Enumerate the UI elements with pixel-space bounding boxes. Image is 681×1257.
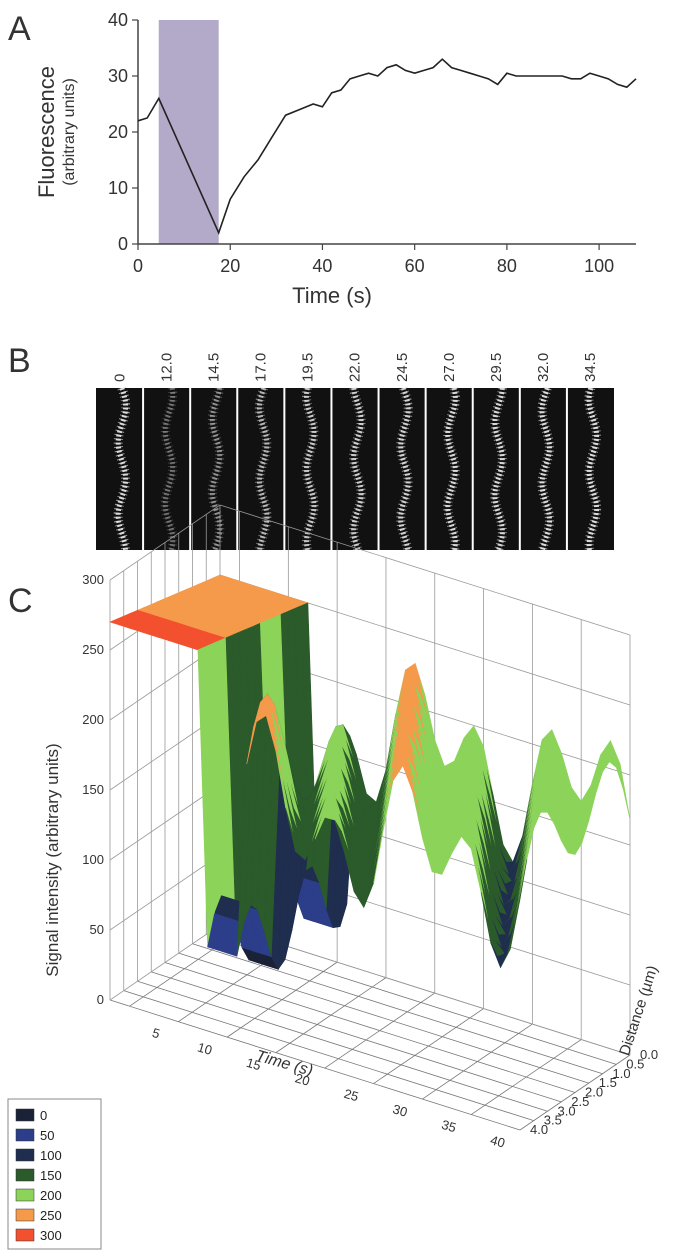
legend-swatch (15, 1168, 35, 1182)
legend-label: 250 (40, 1208, 62, 1223)
kymo-strip (236, 386, 285, 551)
strip-time-label: 12.0 (158, 353, 175, 382)
strip-time-label: 0 (111, 374, 128, 382)
y-axis-ticks: 0 10 20 30 40 (108, 10, 138, 254)
time-tick-label: 5 (151, 1025, 162, 1041)
surface-bands (109, 574, 631, 971)
signal-tick-label: 100 (82, 852, 104, 867)
x-axis-title: Time (s) (292, 283, 372, 308)
intensity-legend: 0 50 100 150 200 250 300 (7, 1098, 102, 1250)
panel-label-b: B (8, 342, 31, 380)
legend-label: 100 (40, 1148, 62, 1163)
bleach-region (158, 20, 219, 244)
signal-tick-label: 150 (82, 782, 104, 797)
time-tick-label: 15 (245, 1055, 263, 1073)
distance-tick-label: 1.5 (599, 1075, 617, 1090)
signal-axis-ticks: 0 50 100 150 200 250 300 (82, 572, 104, 1007)
strip-time-label: 27.0 (441, 353, 458, 382)
time-tick-label: 35 (440, 1117, 458, 1135)
signal-tick-label: 0 (97, 992, 104, 1007)
kymo-strip (330, 387, 379, 552)
distance-axis-ticks: 0.00.51.01.52.02.53.03.54.0 (530, 1047, 658, 1137)
panel-label-c: C (8, 582, 33, 620)
kymo-strip (189, 387, 238, 552)
legend-label: 300 (40, 1228, 62, 1243)
kymo-strip (142, 387, 191, 551)
distance-tick-label: 2.5 (571, 1094, 589, 1109)
strip-time-label: 19.5 (300, 353, 317, 382)
legend-label: 50 (40, 1128, 54, 1143)
x-tick-label: 100 (584, 256, 614, 276)
time-axis-title: Time (s) (254, 1047, 315, 1079)
y-tick-label: 0 (118, 234, 128, 254)
fluorescence-line-chart: 0 10 20 30 40 0 20 40 60 80 100 Time (s) Fluoresc… (34, 10, 637, 308)
kymo-strip (471, 387, 520, 552)
legend-swatch (15, 1208, 35, 1222)
signal-tick-label: 300 (82, 572, 104, 587)
signal-tick-label: 250 (82, 642, 104, 657)
strip-time-label: 17.0 (253, 353, 270, 382)
time-tick-label: 40 (489, 1132, 507, 1150)
x-tick-label: 80 (497, 256, 517, 276)
time-axis-ticks: 5 10 15 20 25 30 35 40 (151, 1025, 507, 1151)
distance-tick-label: 0.5 (626, 1056, 644, 1071)
legend-swatch (15, 1228, 35, 1242)
distance-tick-label: 4.0 (530, 1122, 548, 1137)
legend-swatch (15, 1108, 35, 1122)
x-tick-label: 60 (405, 256, 425, 276)
kymograph-strips: 0 12.0 14.5 17.0 19.5 22.0 24.5 27.0 29.5 32.0 34.… (96, 353, 614, 552)
strip-time-label: 29.5 (488, 353, 505, 382)
x-tick-label: 20 (220, 256, 240, 276)
fluorescence-series-line (137, 58, 637, 235)
legend-swatch (15, 1148, 35, 1162)
y-axis-title: Fluorescence (34, 66, 59, 198)
distance-tick-label: 3.5 (544, 1113, 562, 1128)
y-tick-label: 30 (108, 66, 128, 86)
signal-surface-3d: 0 50 100 150 200 250 300 5 10 15 20 25 30 35 40 0.00.… (43, 504, 661, 1151)
legend-swatch (15, 1188, 35, 1202)
distance-axis-title: Distance (µm) (616, 963, 661, 1057)
legend-label: 150 (40, 1168, 62, 1183)
y-tick-label: 20 (108, 122, 128, 142)
strip-time-label: 14.5 (205, 353, 222, 382)
time-tick-label: 10 (196, 1039, 214, 1057)
legend-label: 200 (40, 1188, 62, 1203)
x-tick-label: 0 (133, 256, 143, 276)
strip-time-label: 24.5 (394, 353, 411, 382)
legend-swatch (15, 1128, 35, 1142)
y-axis-subtitle: (arbitrary units) (61, 78, 78, 186)
strip-time-label: 22.0 (347, 353, 364, 382)
strip-time-label: 32.0 (535, 353, 552, 382)
kymo-strip (565, 386, 614, 551)
kymo-strip (377, 386, 426, 551)
distance-tick-label: 3.0 (558, 1103, 576, 1118)
time-tick-label: 20 (293, 1070, 311, 1088)
time-tick-label: 25 (342, 1086, 360, 1104)
kymo-strip (518, 386, 567, 551)
y-tick-label: 40 (108, 10, 128, 30)
signal-tick-label: 200 (82, 712, 104, 727)
distance-tick-label: 2.0 (585, 1085, 603, 1100)
strip-time-label: 34.5 (582, 353, 599, 382)
kymo-strip (424, 387, 473, 551)
kymo-strip (283, 387, 332, 551)
distance-tick-label: 0.0 (640, 1047, 658, 1062)
kymo-strip (96, 386, 144, 551)
legend-label: 0 (40, 1108, 47, 1123)
panel-label-a: A (8, 10, 31, 48)
distance-tick-label: 1.0 (613, 1066, 631, 1081)
x-tick-label: 40 (312, 256, 332, 276)
y-tick-label: 10 (108, 178, 128, 198)
signal-tick-label: 50 (90, 922, 104, 937)
signal-axis-title: Signal intensity (arbitrary units) (43, 743, 62, 976)
x-axis-ticks: 0 20 40 60 80 100 (133, 244, 614, 276)
time-tick-label: 30 (391, 1101, 409, 1119)
